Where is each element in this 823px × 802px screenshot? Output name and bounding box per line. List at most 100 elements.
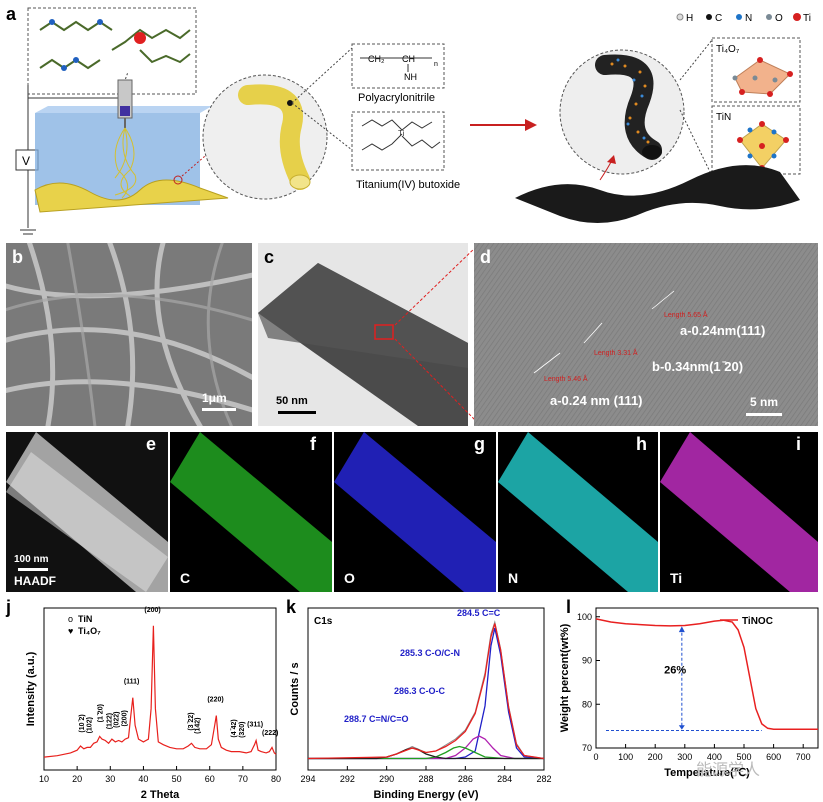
fiber-mat: [34, 179, 229, 213]
x-tick-label: 30: [105, 774, 115, 784]
sem-scalebar-label: 1μm: [202, 391, 227, 405]
ti-formula-box: [351, 111, 445, 171]
carbon-mat: [515, 165, 800, 224]
eds-ti-map: i Ti: [660, 432, 818, 592]
x-tick-label: 400: [707, 752, 722, 762]
panel-label-j: j: [6, 597, 12, 617]
panel-label-k: k: [286, 597, 297, 617]
plot-frame: [43, 607, 277, 771]
x-tick-label: 600: [766, 752, 781, 762]
eds-n-map: h N: [498, 432, 658, 592]
legend-symbol-ti4o7: ♥: [68, 626, 73, 636]
atom-legend: H C N O Ti: [676, 13, 811, 24]
tin-label: TiN: [716, 112, 731, 123]
svg-text:Ti: Ti: [803, 13, 811, 24]
y-tick-label: 90: [582, 656, 592, 666]
y-axis-label: Intensity (a.u.): [25, 651, 37, 726]
eds-scalebar-label: 100 nm: [14, 554, 49, 565]
x-tick-label: 70: [238, 774, 248, 784]
svg-text:n: n: [434, 61, 438, 68]
tem-scalebar-label: 50 nm: [276, 395, 308, 407]
x-tick-label: 60: [205, 774, 215, 784]
ti-butoxide-structure: [361, 119, 441, 151]
y-tick-label: 100: [577, 612, 592, 622]
peak-label: (142): [194, 718, 201, 734]
tem-scalebar: [278, 411, 316, 414]
legend-label: TiNOC: [742, 616, 773, 627]
peak-annotation: 286.3 C-O-C: [394, 686, 446, 696]
peak-label: (10 ̄2): [78, 714, 86, 732]
arrow-head-up: [678, 626, 685, 633]
x-tick-label: 100: [618, 752, 633, 762]
panel-label-f: f: [310, 434, 316, 454]
x-tick-label: 0: [593, 752, 598, 762]
panel-label-d: d: [480, 247, 491, 267]
ti-atom: [134, 32, 146, 44]
peak-label: (111): [124, 679, 140, 686]
x-tick-label: 282: [536, 774, 551, 784]
svg-text:Length 5.46 Å: Length 5.46 Å: [544, 374, 588, 383]
eds-o-map: g O: [334, 432, 496, 592]
legend-tin: TiN: [78, 614, 92, 624]
xps-c-o-c: [308, 745, 544, 760]
y-axis-label: Weight percent(wt%): [559, 623, 571, 732]
tga-line: [595, 618, 818, 730]
x-tick-label: 290: [379, 774, 394, 784]
peak-label: (1 ̄20): [97, 704, 105, 722]
x-tick-label: 50: [172, 774, 182, 784]
peak-label: (102): [87, 717, 94, 733]
xps-chart: 294 292 290 288 286 284 282 Binding Energy (eV)…: [289, 607, 552, 801]
panel-label-l: l: [566, 597, 572, 617]
legend-ti4o7: Ti₄O₇: [78, 626, 101, 636]
sem-image: b 1μm: [6, 243, 252, 426]
taylor-cone: [114, 127, 137, 199]
svg-text:Length 5.65 Å: Length 5.65 Å: [664, 310, 708, 319]
svg-text:C: C: [715, 13, 722, 24]
svg-text:O: O: [775, 13, 783, 24]
y-tick-label: 80: [582, 699, 592, 709]
peak-label: (311): [247, 722, 263, 729]
eds-haadf: e 100 nm HAADF: [6, 432, 168, 592]
peak-annotation: 288.7 C=N/C=O: [344, 714, 409, 724]
carbon-fiber: [595, 54, 662, 160]
x-tick-label: 300: [677, 752, 692, 762]
peak-label: (200): [144, 607, 160, 614]
eds-scalebar: [18, 568, 48, 571]
svg-text:N: N: [745, 13, 752, 24]
schematic-figure: V CH₂ CH NH n Polyacrylonitrile Ti Titan…: [15, 7, 811, 235]
eds-label-n: N: [508, 570, 519, 586]
x-tick-label: 288: [418, 774, 433, 784]
plot-frame: [595, 607, 819, 749]
nanoparticles: [610, 62, 650, 144]
voltage-label: V: [22, 154, 30, 168]
x-tick-label: 286: [458, 774, 473, 784]
pan-formula-box: [351, 43, 445, 89]
x-tick-label: 284: [497, 774, 512, 784]
svg-text:NH: NH: [404, 72, 417, 82]
peak-label: (022): [113, 712, 120, 728]
x-tick-label: 700: [796, 752, 811, 762]
hrtem-label-b: b-0.34nm(1 ̄20): [652, 359, 744, 374]
eds-c-map: f C: [170, 432, 332, 592]
eds-label-o: O: [344, 570, 355, 586]
titanium-butoxide-label: Titanium(IV) butoxide: [356, 179, 460, 191]
eds-label-ti: Ti: [670, 570, 683, 586]
panel-label-e: e: [146, 434, 157, 454]
panel-label-h: h: [636, 434, 647, 454]
peak-annotation: 285.3 C-O/C-N: [400, 648, 460, 658]
x-tick-label: 80: [271, 774, 281, 784]
hrtem-image: Length 5.46 Å Length 3.31 Å Length 5.65 …: [474, 243, 818, 426]
svg-text:Ti: Ti: [398, 129, 405, 138]
xps-c-c: [308, 627, 545, 760]
x-tick-label: 292: [340, 774, 355, 784]
x-axis-label: 2 Theta: [141, 789, 180, 801]
y-axis-label: Counts / s: [289, 662, 301, 715]
svg-text:CH: CH: [402, 54, 415, 64]
ti4o7-label: Ti₄O₇: [716, 44, 740, 55]
xrd-chart: 10 20 30 40 50 60 70 80 2 Theta Intensity (a.u.) o…: [25, 607, 281, 801]
peak-label: (4 ̄42): [230, 719, 238, 737]
xrd-line: [43, 625, 277, 758]
svg-text:Length 3.31 Å: Length 3.31 Å: [594, 348, 638, 357]
x-tick-label: 10: [39, 774, 49, 784]
arrow-head-down: [678, 725, 685, 730]
